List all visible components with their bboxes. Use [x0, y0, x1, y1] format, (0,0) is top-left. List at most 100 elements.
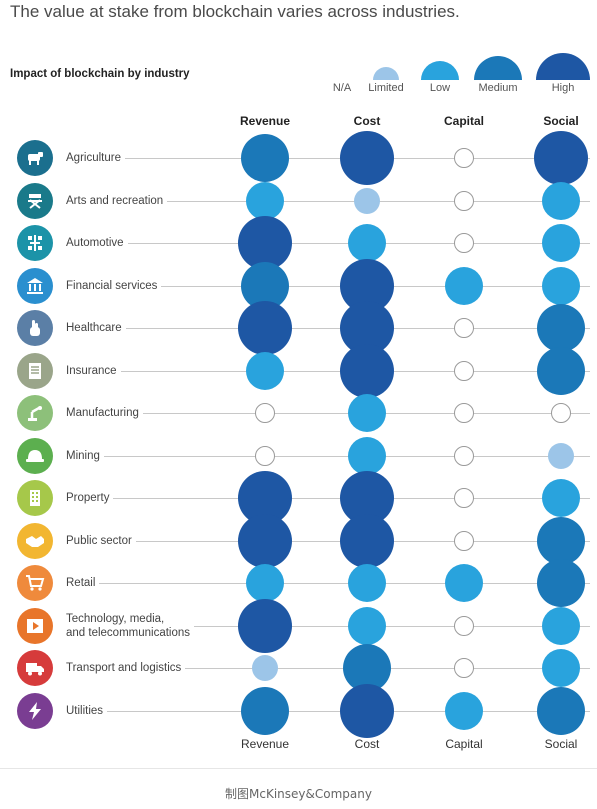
dot-public-sector-social-medium — [537, 516, 585, 565]
dot-manufacturing-revenue-na — [255, 403, 275, 423]
industry-label-public-sector: Public sector — [66, 533, 136, 548]
dot-insurance-capital-na — [454, 360, 474, 381]
dot-retail-cost-low — [348, 564, 386, 602]
dot-mining-social-limited — [548, 442, 574, 469]
footer-divider — [0, 768, 597, 769]
cart-icon — [17, 565, 53, 601]
row-line-manufacturing — [66, 413, 590, 414]
legend-label-medium: Medium — [478, 82, 518, 94]
dot-healthcare-social-medium — [537, 304, 585, 352]
industry-label-automotive: Automotive — [66, 236, 128, 250]
column-header-cost: Cost — [353, 114, 381, 128]
column-header-revenue: Revenue — [239, 114, 291, 128]
dot-mining-capital-na — [454, 445, 474, 466]
dot-property-social-low — [542, 479, 580, 517]
dot-retail-revenue-low — [246, 564, 284, 602]
row-line-arts-and-recreation — [66, 200, 590, 202]
dot-arts-and-recreation-revenue-low — [246, 181, 284, 220]
dot-technology-media-and-telecommunications-cost-low — [348, 606, 386, 645]
truck-icon — [17, 650, 53, 686]
dot-financial-services-capital-low — [445, 266, 483, 305]
dot-property-capital-na — [454, 488, 474, 508]
column-header-capital: Capital — [443, 114, 485, 128]
source-credit: 制图McKinsey&Company — [225, 787, 372, 801]
dot-financial-services-social-low — [542, 266, 580, 305]
row-line-insurance — [66, 370, 590, 372]
row-line-public-sector — [66, 540, 590, 542]
dot-technology-media-and-telecommunications-revenue-high — [238, 598, 292, 653]
industry-label-retail: Retail — [66, 576, 100, 590]
column-footer-revenue: Revenue — [240, 737, 290, 751]
dot-healthcare-capital-na — [454, 318, 474, 338]
hard-hat-icon — [17, 437, 53, 474]
dot-healthcare-revenue-high — [238, 301, 292, 355]
dot-agriculture-social-high — [534, 131, 588, 185]
dot-public-sector-cost-high — [340, 513, 394, 568]
industry-label-transport-and-logistics: Transport and logistics — [66, 661, 186, 675]
industry-label-mining: Mining — [66, 448, 104, 463]
row-line-healthcare — [66, 328, 590, 329]
dot-automotive-revenue-high — [238, 216, 292, 270]
row-line-financial-services — [66, 285, 590, 287]
dot-arts-and-recreation-cost-limited — [354, 187, 380, 214]
bank-icon — [17, 267, 53, 304]
column-footer-social: Social — [544, 737, 578, 751]
column-footer-capital: Capital — [445, 737, 483, 751]
industry-label-insurance: Insurance — [66, 363, 121, 378]
handshake-icon — [17, 522, 53, 559]
dot-transport-and-logistics-revenue-limited — [252, 655, 278, 681]
dot-transport-and-logistics-social-low — [542, 649, 580, 687]
row-line-agriculture — [66, 158, 590, 159]
legend-swatch-medium — [474, 56, 522, 80]
column-header-social: Social — [543, 114, 579, 128]
row-line-transport-and-logistics — [66, 668, 590, 669]
dot-automotive-social-low — [542, 224, 580, 262]
column-footer-cost: Cost — [354, 737, 380, 751]
dot-utilities-revenue-medium — [241, 686, 289, 735]
industry-label-manufacturing: Manufacturing — [66, 406, 143, 420]
dot-agriculture-cost-high — [340, 131, 394, 185]
legend-label-high: High — [551, 82, 575, 94]
dot-manufacturing-social-na — [551, 403, 571, 423]
legend-label-low: Low — [429, 82, 451, 94]
legend-label-limited: Limited — [368, 82, 404, 94]
row-line-technology-media-and-telecommunications — [66, 625, 590, 627]
dot-utilities-cost-high — [340, 683, 394, 738]
building-icon — [17, 480, 53, 516]
lightning-icon — [17, 692, 53, 729]
industry-label-utilities: Utilities — [66, 703, 108, 718]
dot-utilities-capital-low — [445, 691, 483, 730]
dot-public-sector-capital-na — [454, 530, 474, 551]
dot-manufacturing-cost-low — [348, 394, 386, 432]
legend-label-na: N/A — [332, 82, 352, 94]
row-line-mining — [66, 455, 590, 457]
dot-public-sector-revenue-high — [238, 513, 292, 568]
dot-automotive-cost-low — [348, 224, 386, 262]
dot-technology-media-and-telecommunications-social-low — [542, 606, 580, 645]
dot-arts-and-recreation-capital-na — [454, 190, 474, 211]
industry-label-financial-services: Financial services — [66, 278, 162, 293]
dot-retail-social-medium — [537, 559, 585, 607]
dot-mining-revenue-na — [255, 445, 275, 466]
dot-retail-capital-low — [445, 564, 483, 602]
dot-insurance-revenue-low — [246, 351, 284, 390]
play-icon — [17, 607, 53, 644]
chart-title: The value at stake from blockchain varie… — [10, 2, 460, 21]
dot-insurance-social-medium — [537, 346, 585, 395]
dot-transport-and-logistics-capital-na — [454, 658, 474, 678]
chart-subtitle: Impact of blockchain by industry — [10, 68, 190, 80]
legend-swatch-limited — [373, 67, 399, 80]
industry-label-healthcare: Healthcare — [66, 321, 126, 335]
document-icon — [17, 352, 53, 389]
cow-icon — [17, 140, 53, 176]
row-line-retail — [66, 583, 590, 584]
dot-mining-cost-low — [348, 436, 386, 475]
directors-chair-icon — [17, 182, 53, 219]
industry-label-property: Property — [66, 491, 114, 505]
industry-label-agriculture: Agriculture — [66, 151, 125, 165]
hand-icon — [17, 310, 53, 346]
industry-label-arts-and-recreation: Arts and recreation — [66, 193, 168, 208]
row-line-property — [66, 498, 590, 499]
dot-manufacturing-capital-na — [454, 403, 474, 423]
dot-agriculture-capital-na — [454, 148, 474, 168]
